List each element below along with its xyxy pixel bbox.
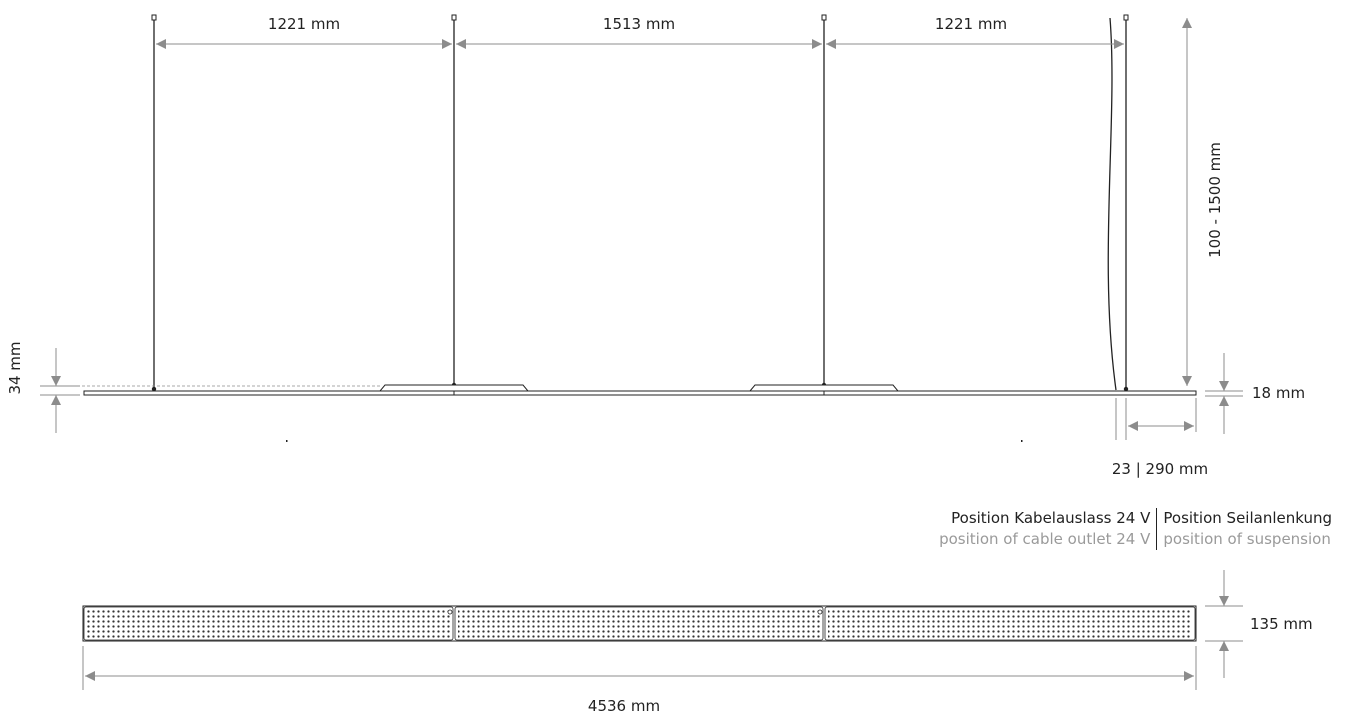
- luminaire-side-profile: [83, 384, 1197, 396]
- suspension-label-en: position of suspension: [1163, 530, 1331, 548]
- wire-bottom-clamps: [151, 382, 1129, 392]
- span-3-label: 1221 mm: [935, 15, 1007, 33]
- total-length-dimension: [82, 646, 1197, 690]
- suspension-point-marker-1: [447, 609, 453, 615]
- profile-height-dimension: [1205, 353, 1243, 434]
- perforation-3: [828, 609, 1192, 638]
- suspension-legend: Position Seilanlenkung position of suspe…: [1157, 508, 1332, 550]
- overall-height-dimension: [40, 348, 80, 433]
- luminaire-top-view: [82, 605, 1197, 642]
- suspension-point-marker-2: [817, 609, 823, 615]
- overall-height-label: 34 mm: [6, 341, 24, 394]
- end-offsets-dimension: [1115, 398, 1197, 440]
- span-1-label: 1221 mm: [268, 15, 340, 33]
- wire-top-fixings: [151, 14, 1129, 21]
- end-offsets-label: 23 | 290 mm: [1112, 460, 1208, 478]
- total-length-label: 4536 mm: [588, 697, 660, 715]
- dimension-labels: 1221 mm 1513 mm 1221 mm 100 - 1500 mm 34…: [6, 15, 1305, 478]
- dimension-lines: [40, 18, 1243, 440]
- depth-dimension: [1205, 570, 1243, 678]
- perforation-1: [87, 609, 450, 638]
- span-2-label: 1513 mm: [603, 15, 675, 33]
- profile-height-label: 18 mm: [1252, 384, 1305, 402]
- cable-outlet-legend: Position Kabelauslass 24 V position of c…: [939, 508, 1158, 550]
- depth-label: 135 mm: [1250, 615, 1313, 633]
- stray-marks: [286, 440, 1023, 442]
- power-cable: [1107, 17, 1117, 391]
- cable-outlet-label-en: position of cable outlet 24 V: [939, 530, 1151, 548]
- top-view-dimensions: [82, 570, 1243, 690]
- suspension-length-label: 100 - 1500 mm: [1206, 142, 1224, 258]
- suspension-label-de: Position Seilanlenkung: [1163, 509, 1332, 527]
- suspension-wires: [153, 17, 1127, 391]
- cable-outlet-label-de: Position Kabelauslass 24 V: [951, 509, 1151, 527]
- position-legend: Position Kabelauslass 24 V position of c…: [939, 508, 1332, 550]
- perforation-2: [458, 609, 820, 638]
